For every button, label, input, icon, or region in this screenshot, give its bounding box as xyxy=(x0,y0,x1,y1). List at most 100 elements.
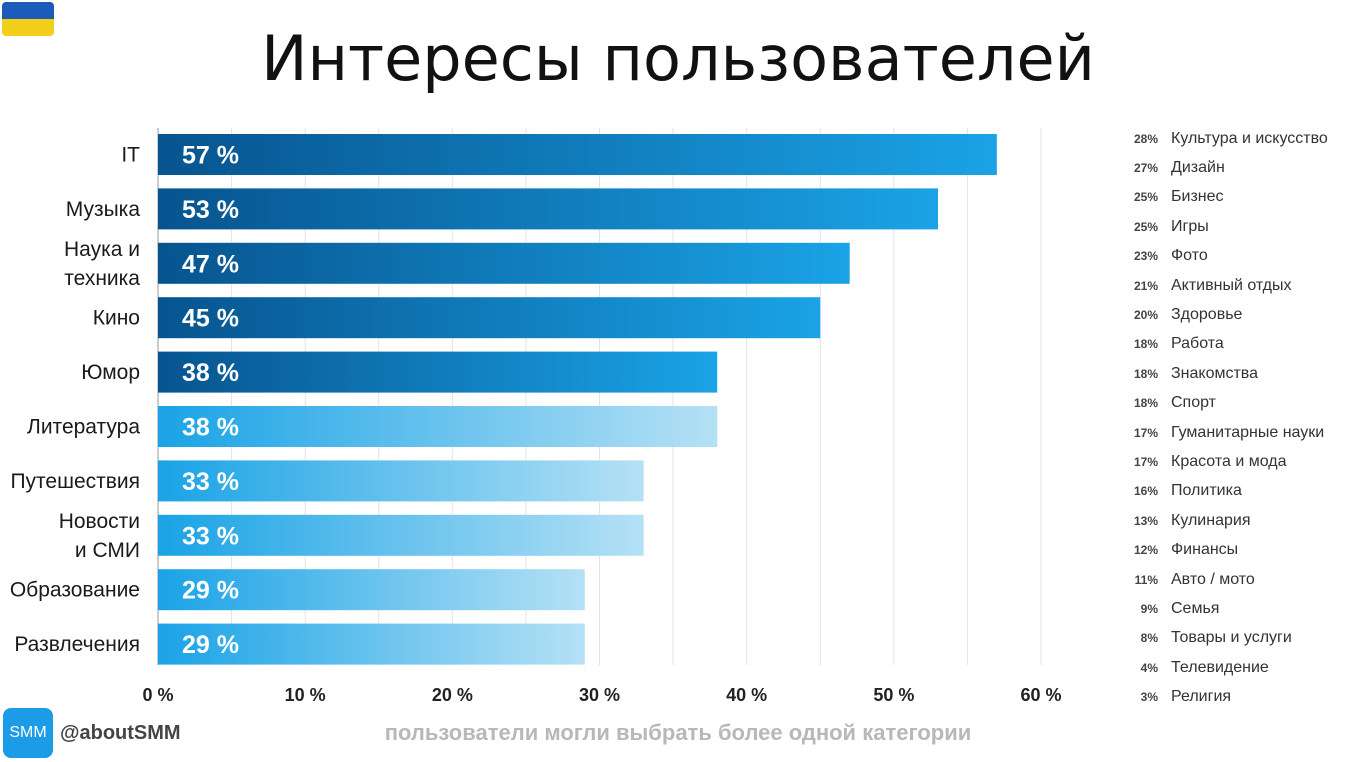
category-label: Литература xyxy=(27,416,140,439)
x-tick-label: 40 % xyxy=(726,685,767,705)
interest-list-item: 25% Игры xyxy=(1118,212,1354,241)
interest-list-item: 17% Красота и мода xyxy=(1118,447,1354,476)
interest-pct: 25% xyxy=(1133,190,1158,205)
category-label: Развлечения xyxy=(14,633,140,656)
interest-name: Культура и искусство xyxy=(1171,129,1328,147)
interest-name: Кулинария xyxy=(1171,511,1251,529)
interest-list-item: 27% Дизайн xyxy=(1118,153,1354,182)
bar-value-label: 45 % xyxy=(182,305,239,333)
interest-pct: 4% xyxy=(1140,660,1158,675)
interest-list-item: 16% Политика xyxy=(1118,477,1354,506)
interest-name: Фото xyxy=(1171,247,1208,265)
bar xyxy=(158,569,585,611)
interest-name: Активный отдых xyxy=(1171,276,1292,294)
interest-name: Красота и мода xyxy=(1171,452,1287,470)
category-label: Кино xyxy=(93,307,140,330)
interest-pct: 20% xyxy=(1133,308,1158,323)
bar-value-label: 29 % xyxy=(182,577,239,605)
category-label: Наука и xyxy=(64,238,140,261)
x-tick-label: 60 % xyxy=(1020,685,1061,705)
interest-name: Авто / мото xyxy=(1171,570,1255,588)
interest-pct: 11% xyxy=(1134,572,1158,587)
interest-name: Спорт xyxy=(1171,394,1216,412)
bar-value-label: 57 % xyxy=(182,142,239,170)
brand-handle: @aboutSMM xyxy=(60,722,181,744)
interest-pct: 17% xyxy=(1133,454,1158,469)
interest-pct: 16% xyxy=(1133,484,1158,499)
category-label: Музыка xyxy=(66,198,141,221)
interest-pct: 12% xyxy=(1133,543,1158,558)
bar xyxy=(158,188,938,230)
interest-list-item: 18% Спорт xyxy=(1118,389,1354,418)
bar-value-label: 29 % xyxy=(182,631,239,659)
bar-value-label: 38 % xyxy=(182,359,239,387)
category-label: техника xyxy=(64,267,140,290)
bar xyxy=(158,406,718,447)
interest-pct: 21% xyxy=(1133,278,1158,293)
interest-name: Игры xyxy=(1171,217,1209,235)
x-tick-label: 0 % xyxy=(142,685,173,705)
ukraine-flag-icon xyxy=(2,2,54,36)
interest-pct: 8% xyxy=(1140,631,1158,646)
interest-pct: 17% xyxy=(1133,425,1158,440)
interest-name: Работа xyxy=(1171,335,1224,353)
interest-pct: 25% xyxy=(1133,219,1158,234)
interest-pct: 28% xyxy=(1133,131,1158,146)
interest-name: Телевидение xyxy=(1171,658,1269,676)
category-label: и СМИ xyxy=(75,539,140,562)
bar-value-label: 47 % xyxy=(182,250,239,278)
bar xyxy=(158,351,718,393)
interest-pct: 3% xyxy=(1140,690,1158,705)
interest-list-item: 23% Фото xyxy=(1118,242,1354,271)
interest-name: Здоровье xyxy=(1171,306,1243,324)
other-interests-list: 28% Культура и искусство 27% Дизайн 25% Бизне… xyxy=(1118,124,1354,712)
interest-list-item: 18% Знакомства xyxy=(1118,359,1354,388)
bar xyxy=(158,297,821,339)
bar-value-label: 33 % xyxy=(182,468,239,496)
footnote: пользователи могли выбрать более одной к… xyxy=(384,720,972,745)
category-label: Путешествия xyxy=(10,470,140,493)
interest-name: Религия xyxy=(1171,688,1232,706)
category-label: Образование xyxy=(10,579,140,602)
flag-bottom-stripe xyxy=(2,19,54,36)
bar-value-label: 53 % xyxy=(182,196,239,224)
bar xyxy=(158,460,644,502)
interest-list-item: 11% Авто / мото xyxy=(1118,565,1354,594)
x-tick-label: 10 % xyxy=(285,685,326,705)
x-tick-label: 30 % xyxy=(579,685,620,705)
smm-logo-badge: SMM xyxy=(3,708,53,758)
category-label: Юмор xyxy=(81,361,140,384)
interest-pct: 23% xyxy=(1133,249,1158,264)
interest-name: Бизнес xyxy=(1171,188,1224,206)
interest-list-item: 13% Кулинария xyxy=(1118,506,1354,535)
interest-name: Товары и услуги xyxy=(1171,629,1292,647)
interest-name: Семья xyxy=(1171,599,1220,617)
flag-top-stripe xyxy=(2,2,54,19)
bar xyxy=(158,623,585,665)
interest-name: Гуманитарные науки xyxy=(1171,423,1325,441)
interest-list-item: 8% Товары и услуги xyxy=(1118,624,1354,653)
interest-pct: 18% xyxy=(1133,396,1158,411)
bar-value-label: 38 % xyxy=(182,414,239,442)
bar-value-label: 33 % xyxy=(182,522,239,550)
bar xyxy=(158,242,850,284)
category-label: Новости xyxy=(59,510,140,533)
interest-list-item: 12% Финансы xyxy=(1118,535,1354,564)
interest-name: Финансы xyxy=(1171,541,1239,559)
interest-list-item: 25% Бизнес xyxy=(1118,183,1354,212)
interest-list-item: 18% Работа xyxy=(1118,330,1354,359)
interest-name: Дизайн xyxy=(1171,159,1225,177)
interest-list-item: 20% Здоровье xyxy=(1118,300,1354,329)
interest-list-item: 21% Активный отдых xyxy=(1118,271,1354,300)
interest-pct: 13% xyxy=(1133,513,1158,528)
interest-pct: 18% xyxy=(1133,366,1158,381)
interest-list-item: 9% Семья xyxy=(1118,594,1354,623)
category-label: IT xyxy=(121,144,140,167)
interest-list-item: 28% Культура и искусство xyxy=(1118,124,1354,153)
bar xyxy=(158,134,997,175)
interest-list-item: 4% Телевидение xyxy=(1118,653,1354,682)
interest-name: Знакомства xyxy=(1171,364,1259,382)
interest-name: Политика xyxy=(1171,482,1242,500)
interest-pct: 9% xyxy=(1140,601,1158,616)
x-tick-label: 50 % xyxy=(873,685,914,705)
